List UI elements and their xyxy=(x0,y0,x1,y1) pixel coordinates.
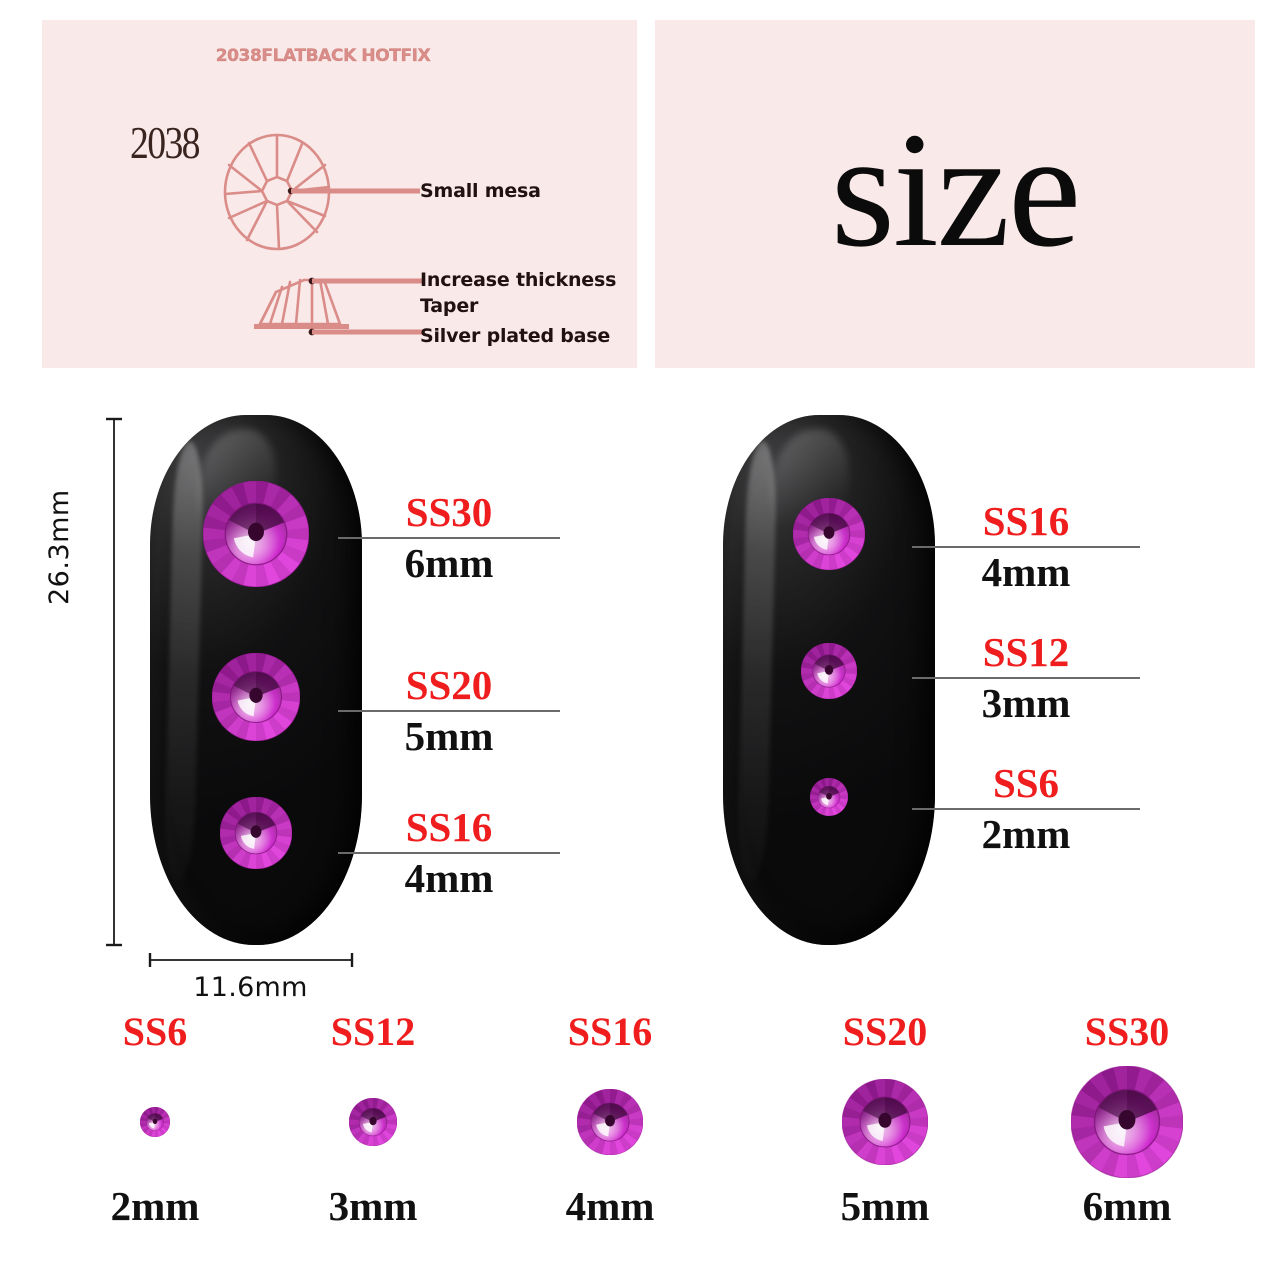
leader-ss-label: SS6 xyxy=(992,760,1060,806)
callout-taper: Taper xyxy=(420,295,479,317)
size-chart-mm-label: 3mm xyxy=(328,1183,418,1229)
nail-width-dimension-line xyxy=(148,953,354,967)
leader-line xyxy=(912,677,1140,679)
size-chart-ss-label: SS30 xyxy=(1084,1009,1170,1054)
gem-ss6-on-right-nail xyxy=(809,777,849,817)
leader-mm-label: 3mm xyxy=(981,680,1071,726)
leader-ss16-left: SS16 4mm xyxy=(338,797,560,907)
left-nail-swatch xyxy=(150,415,362,945)
nail-width-label: 11.6mm xyxy=(193,972,308,1003)
leader-mm-label: 6mm xyxy=(404,540,494,586)
leader-ss30-left: SS30 6mm xyxy=(338,482,560,592)
size-chart-item-ss30: SS30 6mm xyxy=(1022,1012,1232,1227)
gem-ss20-on-left-nail xyxy=(211,652,301,742)
nail-height-dimension-line xyxy=(106,417,122,947)
gem-icon-ss6 xyxy=(139,1106,171,1138)
spec-panel-product-code: 2038 xyxy=(130,117,201,168)
right-nail-swatch xyxy=(723,415,935,945)
size-chart-row: SS6 2mm SS12 xyxy=(0,1012,1288,1288)
size-chart-ss-label: SS6 xyxy=(122,1009,188,1054)
top-panels-region: 2038FLATBACK HOTFIX 2038 xyxy=(0,0,1288,390)
leader-ss-label: SS20 xyxy=(405,662,493,708)
rosette-top-view-diagram xyxy=(223,133,420,251)
right-nail-block xyxy=(723,415,935,945)
leader-ss6-right: SS6 2mm xyxy=(912,753,1140,863)
size-panel: size xyxy=(655,20,1255,368)
gem-icon-ss12 xyxy=(348,1097,398,1147)
spec-panel-title: 2038FLATBACK HOTFIX xyxy=(215,46,431,66)
size-chart-mm-label: 5mm xyxy=(840,1183,930,1229)
callout-silver-plated-base: Silver plated base xyxy=(420,325,611,347)
gem-icon-ss20 xyxy=(841,1078,929,1166)
size-chart-item-ss12: SS12 3mm xyxy=(268,1012,478,1227)
leader-ss12-right: SS12 3mm xyxy=(912,622,1140,732)
leader-line xyxy=(338,852,560,854)
spec-panel: 2038FLATBACK HOTFIX 2038 xyxy=(42,20,637,368)
gem-ss16-on-left-nail xyxy=(219,796,293,870)
leader-ss-label: SS16 xyxy=(982,498,1070,544)
gem-icon-ss30 xyxy=(1070,1065,1184,1179)
leader-line xyxy=(338,537,560,539)
leader-mm-label: 4mm xyxy=(404,855,494,901)
gem-ss16-on-right-nail xyxy=(792,497,866,571)
size-chart-mm-label: 4mm xyxy=(565,1183,655,1229)
nail-height-label: 26.3mm xyxy=(44,489,75,605)
leader-ss-label: SS16 xyxy=(405,804,493,850)
taper-side-view-diagram xyxy=(254,277,425,336)
size-chart-item-ss16: SS16 4mm xyxy=(505,1012,715,1227)
size-chart-ss-label: SS12 xyxy=(330,1009,416,1054)
callout-small-mesa: Small mesa xyxy=(420,180,541,202)
size-chart-item-ss20: SS20 5mm xyxy=(780,1012,990,1227)
size-heading: size xyxy=(830,98,1082,282)
size-chart-mm-label: 6mm xyxy=(1082,1183,1172,1229)
callout-increase-thickness: Increase thickness xyxy=(420,269,617,291)
gem-icon-ss16 xyxy=(576,1088,644,1156)
leader-mm-label: 2mm xyxy=(981,811,1071,857)
leader-line xyxy=(912,546,1140,548)
size-chart-ss-label: SS16 xyxy=(567,1009,653,1054)
size-chart-ss-label: SS20 xyxy=(842,1009,928,1054)
leader-line xyxy=(338,710,560,712)
size-chart-item-ss6: SS6 2mm xyxy=(50,1012,260,1227)
gem-ss12-on-right-nail xyxy=(800,642,858,700)
leader-ss-label: SS30 xyxy=(405,489,493,535)
left-nail-block xyxy=(150,415,362,945)
leader-ss-label: SS12 xyxy=(982,629,1070,675)
leader-mm-label: 5mm xyxy=(404,713,494,759)
leader-mm-label: 4mm xyxy=(981,549,1071,595)
leader-ss20-left: SS20 5mm xyxy=(338,655,560,765)
leader-ss16-right: SS16 4mm xyxy=(912,491,1140,601)
gem-ss30-on-left-nail xyxy=(202,480,310,588)
size-chart-mm-label: 2mm xyxy=(110,1183,200,1229)
leader-line xyxy=(912,808,1140,810)
nails-comparison-region: 26.3mm 11.6mm xyxy=(0,390,1288,1003)
